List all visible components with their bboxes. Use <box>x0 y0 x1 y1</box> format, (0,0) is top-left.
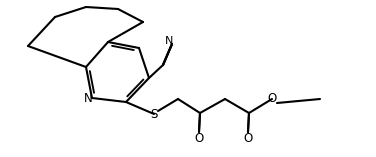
Text: N: N <box>83 92 92 106</box>
Text: S: S <box>150 108 158 122</box>
Text: O: O <box>267 92 277 106</box>
Text: O: O <box>194 132 204 144</box>
Text: N: N <box>165 36 173 46</box>
Text: O: O <box>243 132 253 144</box>
